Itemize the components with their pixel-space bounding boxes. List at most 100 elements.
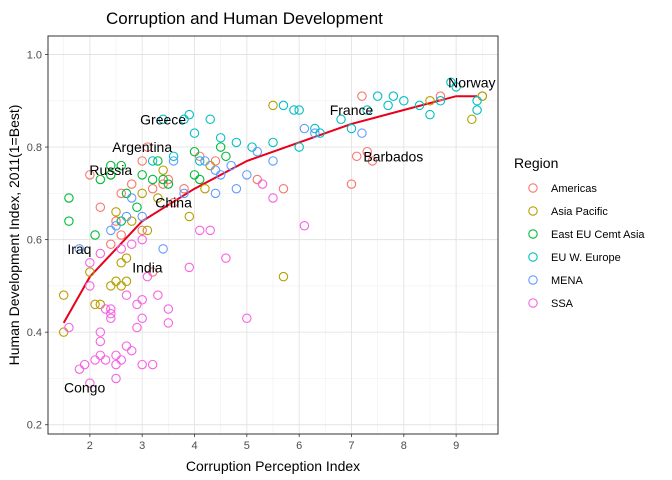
point-eu-w-europe: [435, 96, 446, 106]
point-asia-pacific: [205, 160, 215, 171]
y-tick-label: 0.6: [27, 235, 42, 247]
legend-label: East EU Cemt Asia: [551, 229, 645, 241]
point-americas: [95, 202, 106, 212]
points-layer: [58, 77, 488, 388]
point-mena: [158, 244, 168, 254]
point-mena: [268, 156, 278, 166]
point-east-eu-cemt-asia: [189, 146, 200, 157]
x-tick-label: 6: [296, 440, 302, 452]
point-ssa: [85, 258, 95, 268]
y-tick-label: 0.2: [27, 420, 42, 432]
point-east-eu-cemt-asia: [137, 170, 147, 180]
point-east-eu-cemt-asia: [64, 193, 74, 203]
point-east-eu-cemt-asia: [147, 174, 158, 185]
legend-key: [528, 206, 538, 216]
chart-title: Corruption and Human Development: [106, 9, 383, 28]
point-mena: [310, 128, 320, 138]
legend-key: [528, 252, 538, 262]
point-asia-pacific: [467, 114, 477, 125]
point-asia-pacific: [95, 299, 106, 310]
point-ssa: [137, 234, 147, 245]
point-ssa: [79, 359, 90, 370]
annotation-label: Congo: [64, 380, 105, 396]
point-eu-w-europe: [168, 151, 179, 162]
point-eu-w-europe: [278, 100, 289, 111]
point-ssa: [111, 350, 121, 361]
point-americas: [179, 183, 189, 194]
point-eu-w-europe: [194, 156, 205, 166]
point-ssa: [268, 193, 278, 203]
point-east-eu-cemt-asia: [221, 151, 231, 162]
point-eu-w-europe: [451, 82, 461, 92]
point-mena: [210, 165, 221, 175]
x-tick-label: 5: [244, 440, 250, 452]
point-eu-w-europe: [189, 128, 200, 138]
legend-label: SSA: [551, 298, 574, 310]
point-ssa: [64, 322, 74, 333]
legend-label: EU W. Europe: [551, 252, 621, 264]
point-ssa: [106, 308, 116, 319]
annotation-label: Greece: [140, 111, 186, 127]
annotation-label: Argentina: [112, 139, 172, 155]
point-mena: [179, 188, 189, 199]
point-eu-w-europe: [205, 114, 215, 125]
point-ssa: [163, 318, 174, 328]
annotation-label: China: [155, 195, 192, 211]
point-mena: [242, 170, 252, 180]
legend-label: Americas: [551, 183, 597, 195]
annotation-label: Russia: [89, 162, 132, 178]
point-asia-pacific: [425, 96, 435, 106]
point-east-eu-cemt-asia: [106, 160, 116, 171]
point-east-eu-cemt-asia: [116, 160, 127, 171]
legend-title: Region: [514, 155, 558, 171]
point-asia-pacific: [85, 267, 95, 277]
point-ssa: [90, 355, 100, 365]
annotation-label: France: [330, 102, 374, 118]
y-tick-label: 0.8: [27, 142, 42, 154]
point-eu-w-europe: [472, 96, 482, 106]
x-tick-label: 2: [87, 440, 93, 452]
point-eu-w-europe: [231, 137, 242, 148]
point-eu-w-europe: [383, 100, 393, 111]
point-ssa: [194, 225, 205, 236]
point-mena: [231, 183, 242, 194]
point-east-eu-cemt-asia: [132, 202, 142, 212]
point-americas: [351, 151, 362, 162]
annotation-layer: Norway France Greece Barbados Argentina Russi…: [64, 74, 496, 395]
legend-key: [528, 275, 538, 285]
point-ssa: [299, 220, 310, 231]
point-americas: [116, 230, 127, 240]
point-ssa: [85, 281, 95, 291]
point-east-eu-cemt-asia: [106, 170, 116, 180]
point-ssa: [242, 313, 252, 324]
point-americas: [147, 183, 158, 194]
point-eu-w-europe: [399, 96, 409, 106]
x-axis-title: Corruption Perception Index: [186, 458, 360, 474]
legend-key: [528, 183, 538, 193]
y-tick-label: 0.4: [27, 327, 42, 339]
point-ssa: [85, 378, 95, 388]
point-eu-w-europe: [372, 91, 383, 101]
point-ssa: [116, 244, 127, 254]
point-eu-w-europe: [294, 105, 304, 115]
legend-label: Asia Pacific: [551, 206, 608, 218]
point-ssa: [205, 225, 215, 236]
point-ssa: [137, 359, 147, 370]
point-eu-w-europe: [425, 109, 435, 120]
point-mena: [121, 211, 132, 222]
point-east-eu-cemt-asia: [194, 174, 205, 185]
trend-line-layer: [62, 95, 478, 324]
point-ssa: [121, 290, 132, 300]
point-asia-pacific: [142, 225, 153, 236]
point-ssa: [147, 359, 158, 370]
point-ssa: [142, 271, 153, 282]
point-americas: [116, 188, 127, 199]
point-ssa: [106, 313, 116, 324]
point-ssa: [163, 304, 174, 314]
annotation-label: India: [132, 259, 163, 275]
point-mena: [106, 225, 116, 236]
point-ssa: [132, 299, 142, 310]
point-eu-w-europe: [147, 156, 158, 166]
point-ssa: [95, 248, 106, 259]
